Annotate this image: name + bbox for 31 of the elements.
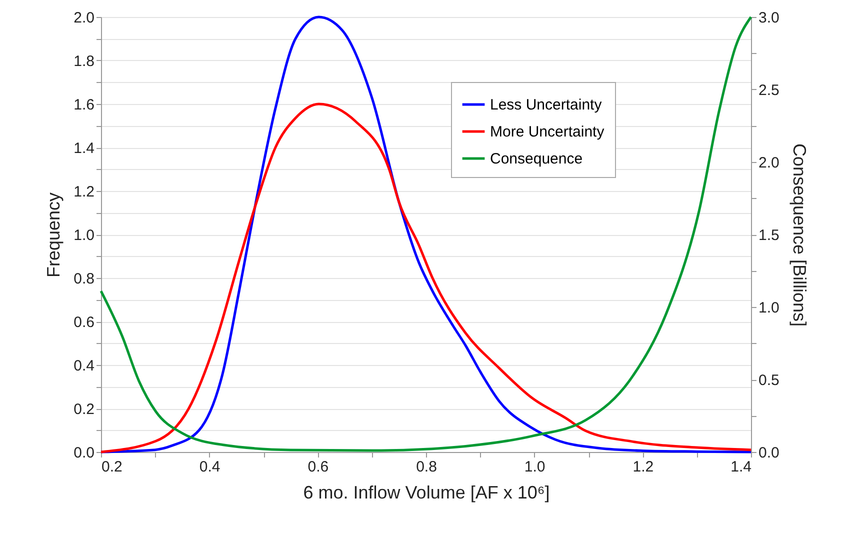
y-tick-label: 1.0 [74, 227, 94, 244]
x-tick-label: 0.2 [102, 458, 122, 476]
x-tick-label: 1.0 [524, 458, 546, 476]
x-tick-label: 0.4 [199, 458, 220, 476]
y-tick-label: 1.2 [74, 184, 94, 200]
y-tick-label: 0.2 [74, 401, 94, 418]
x-axis-title: 6 mo. Inflow Volume [AF x 10⁶] [303, 482, 550, 502]
x-tick-label: 1.4 [730, 458, 752, 476]
x-tick-label: 0.8 [416, 458, 437, 476]
y-tick-label: 1.6 [74, 96, 94, 114]
legend-label: Less Uncertainty [490, 96, 602, 114]
y-tick-label: 2.0 [74, 10, 94, 26]
y2-tick-label: 0.5 [758, 372, 780, 389]
y-tick-label: 0.6 [74, 314, 94, 331]
y-tick-label: 0.0 [74, 444, 94, 462]
y-tick-label: 0.4 [74, 358, 94, 374]
y2-tick-label: 1.0 [758, 300, 780, 316]
legend-label: Consequence [490, 150, 583, 168]
x-tick-label: 0.6 [308, 458, 329, 476]
y-axis-title: Frequency [44, 192, 64, 278]
y2-tick-label: 2.0 [758, 154, 780, 172]
x-tick-label: 1.2 [632, 458, 654, 476]
legend-label: More Uncertainty [490, 124, 605, 140]
y-tick-label: 1.8 [74, 53, 94, 70]
y-tick-label: 1.4 [74, 140, 94, 157]
y2-tick-label: 0.0 [758, 444, 780, 462]
y2-tick-label: 1.5 [758, 227, 780, 244]
y2-axis-title: Consequence [Billions] [789, 143, 810, 327]
y-tick-label: 0.8 [74, 270, 94, 288]
y2-tick-label: 2.5 [758, 82, 780, 99]
y2-tick-label: 3.0 [758, 10, 780, 26]
